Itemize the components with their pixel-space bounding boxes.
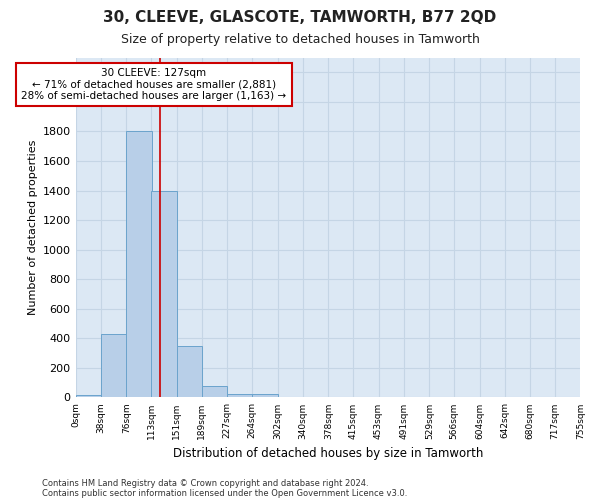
Bar [76, 395, 101, 398]
Text: Contains public sector information licensed under the Open Government Licence v3: Contains public sector information licen… [42, 488, 407, 498]
X-axis label: Distribution of detached houses by size in Tamworth: Distribution of detached houses by size … [173, 447, 483, 460]
Bar [151, 190, 176, 398]
Y-axis label: Number of detached properties: Number of detached properties [28, 140, 38, 315]
Bar [127, 132, 152, 398]
Bar [227, 394, 253, 398]
Bar [176, 346, 202, 398]
Bar [101, 334, 127, 398]
Bar [202, 386, 227, 398]
Text: 30, CLEEVE, GLASCOTE, TAMWORTH, B77 2QD: 30, CLEEVE, GLASCOTE, TAMWORTH, B77 2QD [103, 10, 497, 25]
Text: Size of property relative to detached houses in Tamworth: Size of property relative to detached ho… [121, 32, 479, 46]
Bar [278, 396, 303, 398]
Text: Contains HM Land Registry data © Crown copyright and database right 2024.: Contains HM Land Registry data © Crown c… [42, 478, 368, 488]
Bar [252, 394, 278, 398]
Text: 30 CLEEVE: 127sqm
← 71% of detached houses are smaller (2,881)
28% of semi-detac: 30 CLEEVE: 127sqm ← 71% of detached hous… [21, 68, 286, 101]
